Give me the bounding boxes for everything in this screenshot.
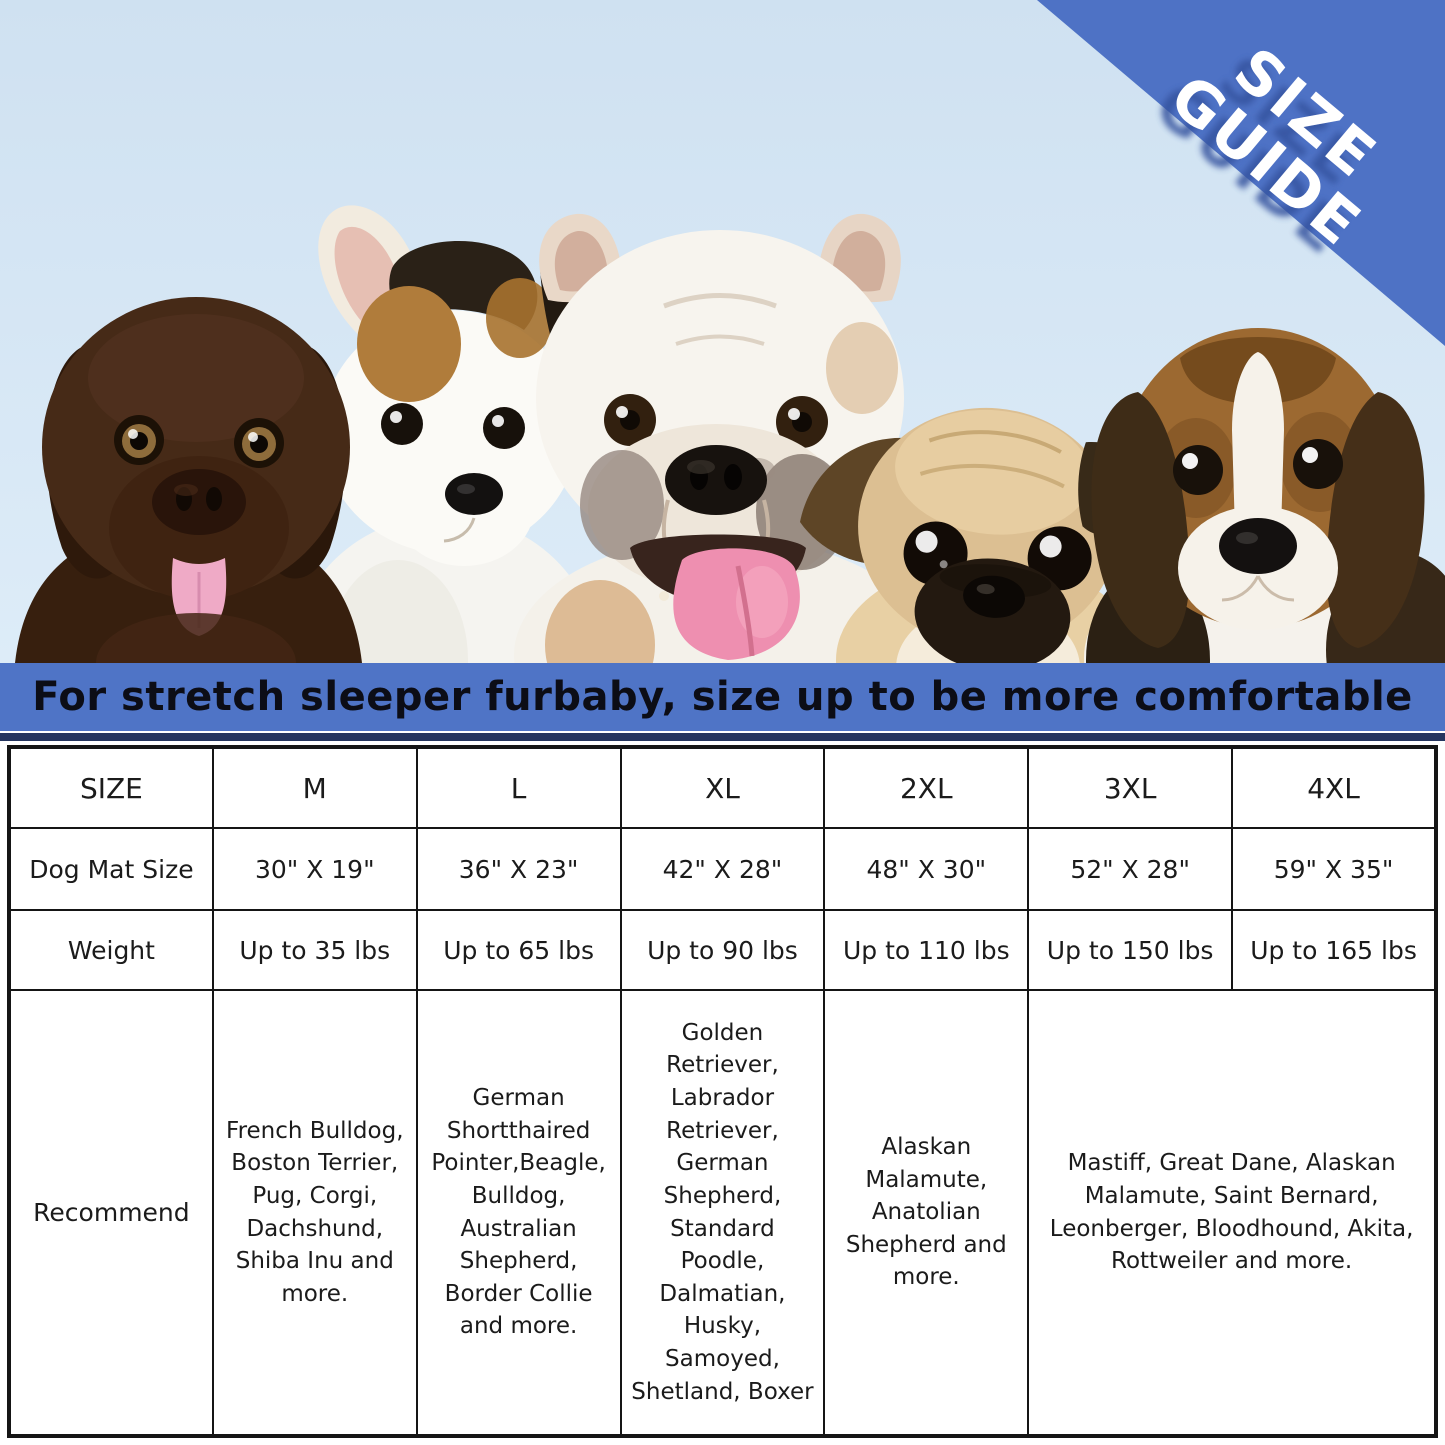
ribbon-triangle <box>1037 0 1445 346</box>
size-guide-ribbon: SIZE GUIDE SIZE GUIDE <box>1037 0 1445 346</box>
mat-size-cell: 52" X 28" <box>1027 827 1234 911</box>
weight-cell: Up to 65 lbs <box>415 909 622 991</box>
banner-text: For stretch sleeper furbaby, size up to … <box>32 674 1413 720</box>
mat-size-cell: 59" X 35" <box>1231 827 1437 911</box>
col-header-m: M <box>211 746 418 829</box>
col-header-4xl: 4XL <box>1231 746 1437 829</box>
puppies-photo-svg: SIZE GUIDE SIZE GUIDE <box>0 0 1445 663</box>
banner: For stretch sleeper furbaby, size up to … <box>0 663 1445 731</box>
weight-row-label: Weight <box>8 909 214 991</box>
banner-underline <box>0 733 1445 741</box>
size-table: SIZE M L XL 2XL 3XL 4XL Dog Mat Size 30"… <box>7 745 1438 1438</box>
col-header-size: SIZE <box>8 746 214 829</box>
col-header-l: L <box>415 746 622 829</box>
weight-cell: Up to 150 lbs <box>1027 909 1234 991</box>
recommend-row: Recommend French Bulldog, Boston Terrier… <box>8 989 1437 1437</box>
size-table-wrap: SIZE M L XL 2XL 3XL 4XL Dog Mat Size 30"… <box>7 745 1438 1438</box>
weight-cell: Up to 165 lbs <box>1231 909 1437 991</box>
recommend-cell: Golden Retriever, Labrador Retriever, Ge… <box>619 989 826 1437</box>
recommend-cell-merged: Mastiff, Great Dane, Alaskan Malamute, S… <box>1027 989 1437 1437</box>
mat-size-cell: 36" X 23" <box>415 827 622 911</box>
weight-cell: Up to 35 lbs <box>211 909 418 991</box>
mat-size-row: Dog Mat Size 30" X 19" 36" X 23" 42" X 2… <box>8 827 1437 911</box>
beagle-puppy-illustration <box>1084 328 1445 663</box>
weight-row: Weight Up to 35 lbs Up to 65 lbs Up to 9… <box>8 909 1437 991</box>
recommend-row-label: Recommend <box>8 989 214 1437</box>
chocolate-labrador-puppy-illustration <box>15 297 362 663</box>
table-header-row: SIZE M L XL 2XL 3XL 4XL <box>8 746 1437 829</box>
col-header-xl: XL <box>619 746 826 829</box>
mat-size-cell: 30" X 19" <box>211 827 418 911</box>
mat-size-cell: 48" X 30" <box>823 827 1030 911</box>
recommend-cell: Alaskan Malamute, Anatolian Shepherd and… <box>823 989 1030 1437</box>
mat-size-cell: 42" X 28" <box>619 827 826 911</box>
mat-size-row-label: Dog Mat Size <box>8 827 214 911</box>
weight-cell: Up to 110 lbs <box>823 909 1030 991</box>
col-header-2xl: 2XL <box>823 746 1030 829</box>
weight-cell: Up to 90 lbs <box>619 909 826 991</box>
puppies-photo: SIZE GUIDE SIZE GUIDE <box>0 0 1445 663</box>
english-bulldog-puppy-illustration <box>514 213 930 663</box>
recommend-cell: French Bulldog, Boston Terrier, Pug, Cor… <box>211 989 418 1437</box>
col-header-3xl: 3XL <box>1027 746 1234 829</box>
recommend-cell: German Shortthaired Pointer,Beagle, Bull… <box>415 989 622 1437</box>
